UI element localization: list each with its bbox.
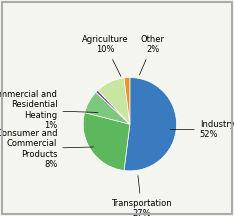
Wedge shape <box>124 78 130 124</box>
Wedge shape <box>98 78 130 124</box>
Wedge shape <box>83 113 130 170</box>
Title: Sources of Emissions of
Air Pollutants: Sources of Emissions of Air Pollutants <box>51 0 208 2</box>
Text: Transportation
27%: Transportation 27% <box>111 176 172 216</box>
Text: Other
2%: Other 2% <box>139 35 165 75</box>
Text: Industry
52%: Industry 52% <box>170 120 234 139</box>
Wedge shape <box>124 78 176 171</box>
Text: Commercial and
Residential
Heating
1%: Commercial and Residential Heating 1% <box>0 90 98 130</box>
Text: Consumer and
Commercial
Products
8%: Consumer and Commercial Products 8% <box>0 129 93 169</box>
Wedge shape <box>96 90 130 124</box>
Text: Agriculture
10%: Agriculture 10% <box>82 35 128 76</box>
Wedge shape <box>85 92 130 124</box>
